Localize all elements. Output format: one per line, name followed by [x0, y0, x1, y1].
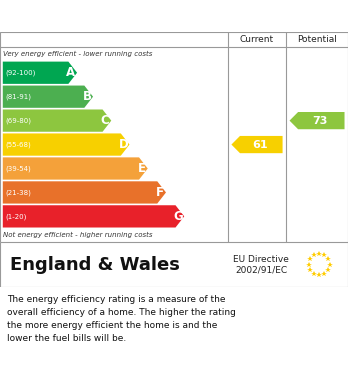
- Text: Not energy efficient - higher running costs: Not energy efficient - higher running co…: [3, 232, 153, 238]
- Text: G: G: [173, 210, 183, 223]
- Text: D: D: [119, 138, 128, 151]
- Text: Energy Efficiency Rating: Energy Efficiency Rating: [7, 9, 217, 23]
- Text: (1-20): (1-20): [5, 213, 26, 220]
- Text: (69-80): (69-80): [5, 117, 31, 124]
- Polygon shape: [3, 157, 148, 179]
- Text: F: F: [156, 186, 164, 199]
- Polygon shape: [3, 86, 93, 108]
- Text: (81-91): (81-91): [5, 93, 31, 100]
- Text: England & Wales: England & Wales: [10, 255, 180, 273]
- Text: Current: Current: [240, 35, 274, 44]
- Polygon shape: [3, 205, 184, 228]
- Text: (21-38): (21-38): [5, 189, 31, 196]
- Polygon shape: [290, 112, 345, 129]
- Text: Potential: Potential: [297, 35, 337, 44]
- Text: 61: 61: [252, 140, 267, 150]
- Text: B: B: [82, 90, 92, 103]
- Text: Very energy efficient - lower running costs: Very energy efficient - lower running co…: [3, 51, 153, 57]
- Text: 73: 73: [312, 116, 327, 126]
- Polygon shape: [3, 62, 77, 84]
- Text: (39-54): (39-54): [5, 165, 31, 172]
- Text: A: A: [66, 66, 76, 79]
- Text: C: C: [101, 114, 110, 127]
- Polygon shape: [3, 109, 111, 132]
- Polygon shape: [231, 136, 283, 153]
- Text: The energy efficiency rating is a measure of the
overall efficiency of a home. T: The energy efficiency rating is a measur…: [7, 295, 236, 343]
- Polygon shape: [3, 181, 166, 204]
- Text: E: E: [138, 162, 146, 175]
- Text: (55-68): (55-68): [5, 141, 31, 148]
- Text: EU Directive
2002/91/EC: EU Directive 2002/91/EC: [233, 255, 289, 274]
- Polygon shape: [3, 133, 129, 156]
- Text: (92-100): (92-100): [5, 70, 35, 76]
